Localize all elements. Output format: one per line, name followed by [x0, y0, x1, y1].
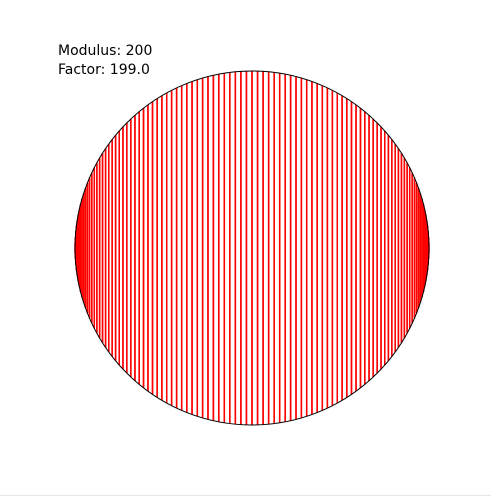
factor-value: 199.0 — [109, 62, 150, 78]
circle-outline — [74, 70, 430, 426]
modulus-readout: Modulus: 200 — [58, 43, 152, 59]
modulus-value: 200 — [125, 43, 153, 59]
chord-lines — [74, 71, 430, 425]
factor-label: Factor: — [58, 62, 106, 78]
modulus-label: Modulus: — [58, 43, 122, 59]
bottom-divider — [0, 495, 491, 496]
factor-readout: Factor: 199.0 — [58, 62, 150, 78]
